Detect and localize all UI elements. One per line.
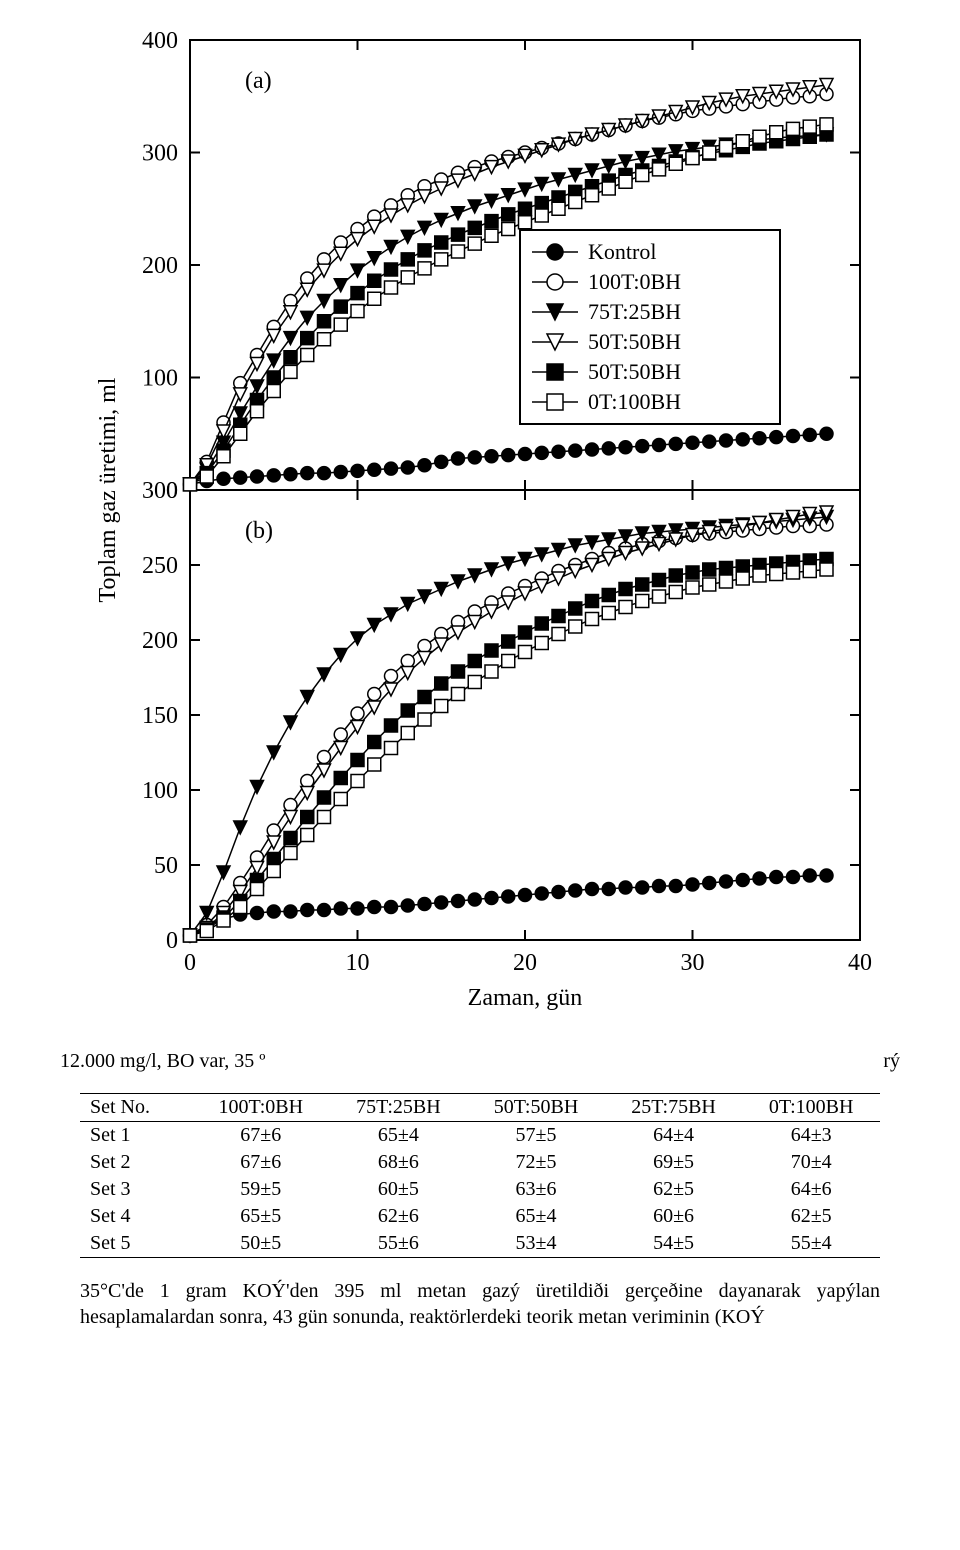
svg-text:0T:100BH: 0T:100BH (588, 389, 681, 414)
table-cell: 65±4 (330, 1122, 468, 1150)
table-row: Set 550±555±653±454±555±4 (80, 1230, 880, 1258)
svg-text:100: 100 (142, 778, 178, 804)
table-row: Set 267±668±672±569±570±4 (80, 1149, 880, 1176)
svg-text:100: 100 (142, 366, 178, 392)
svg-text:200: 200 (142, 628, 178, 654)
table-cell: 70±4 (742, 1149, 880, 1176)
table-cell: 64±6 (742, 1176, 880, 1203)
table-cell: 64±3 (742, 1122, 880, 1150)
table-cell: 69±5 (605, 1149, 743, 1176)
data-table: Set No.100T:0BH75T:25BH50T:50BH25T:75BH0… (80, 1093, 880, 1258)
table-cell: 64±4 (605, 1122, 743, 1150)
table-header: 75T:25BH (330, 1094, 468, 1122)
table-header: Set No. (80, 1094, 192, 1122)
table-cell: 65±4 (467, 1203, 605, 1230)
table-cell: 65±5 (192, 1203, 330, 1230)
svg-text:400: 400 (142, 28, 178, 54)
table-cell: Set 3 (80, 1176, 192, 1203)
svg-text:0: 0 (184, 950, 196, 976)
table-header: 100T:0BH (192, 1094, 330, 1122)
table-header: 25T:75BH (605, 1094, 743, 1122)
svg-text:75T:25BH: 75T:25BH (588, 299, 681, 324)
svg-text:Kontrol: Kontrol (588, 239, 656, 264)
svg-text:0: 0 (166, 928, 178, 954)
table-cell: 67±6 (192, 1149, 330, 1176)
body-paragraph: 35°C'de 1 gram KOÝ'den 395 ml metan gazý… (80, 1278, 880, 1330)
svg-text:100T:0BH: 100T:0BH (588, 269, 681, 294)
table-row: Set 359±560±563±662±564±6 (80, 1176, 880, 1203)
caption-row: 12.000 mg/l, BO var, 35 º rý (60, 1050, 900, 1073)
table-cell: 54±5 (605, 1230, 743, 1258)
table-row: Set 167±665±457±564±464±3 (80, 1122, 880, 1150)
svg-text:150: 150 (142, 703, 178, 729)
table-cell: 50±5 (192, 1230, 330, 1258)
svg-text:250: 250 (142, 553, 178, 579)
table-cell: 62±5 (742, 1203, 880, 1230)
table-cell: Set 5 (80, 1230, 192, 1258)
table-cell: 59±5 (192, 1176, 330, 1203)
svg-text:Toplam gaz üretimi, ml: Toplam gaz üretimi, ml (95, 377, 121, 602)
table-cell: 55±4 (742, 1230, 880, 1258)
svg-text:(a): (a) (245, 68, 272, 94)
table-cell: 60±5 (330, 1176, 468, 1203)
gas-production-chart: 0100200300400050100150200250300010203040… (70, 20, 890, 1020)
caption-left: 12.000 mg/l, BO var, 35 º (60, 1050, 265, 1073)
table-cell: 67±6 (192, 1122, 330, 1150)
table-cell: Set 1 (80, 1122, 192, 1150)
svg-text:50T:50BH: 50T:50BH (588, 359, 681, 384)
table-cell: 68±6 (330, 1149, 468, 1176)
svg-text:Zaman, gün: Zaman, gün (468, 985, 583, 1011)
svg-text:40: 40 (848, 950, 872, 976)
table-cell: 57±5 (467, 1122, 605, 1150)
table-cell: 72±5 (467, 1149, 605, 1176)
chart-panel: 0100200300400050100150200250300010203040… (40, 20, 920, 1020)
svg-text:10: 10 (346, 950, 370, 976)
table-cell: 62±6 (330, 1203, 468, 1230)
svg-text:30: 30 (681, 950, 705, 976)
table-row: Set 465±562±665±460±662±5 (80, 1203, 880, 1230)
svg-text:(b): (b) (245, 518, 273, 544)
svg-text:20: 20 (513, 950, 537, 976)
table-header: 0T:100BH (742, 1094, 880, 1122)
table-cell: 53±4 (467, 1230, 605, 1258)
svg-text:300: 300 (142, 478, 178, 504)
svg-text:200: 200 (142, 253, 178, 279)
caption-right: rý (883, 1050, 900, 1073)
table-cell: 62±5 (605, 1176, 743, 1203)
svg-text:300: 300 (142, 141, 178, 167)
table-cell: Set 4 (80, 1203, 192, 1230)
table-cell: Set 2 (80, 1149, 192, 1176)
svg-text:50T:50BH: 50T:50BH (588, 329, 681, 354)
svg-text:50: 50 (154, 853, 178, 879)
table-cell: 63±6 (467, 1176, 605, 1203)
table-cell: 60±6 (605, 1203, 743, 1230)
table-cell: 55±6 (330, 1230, 468, 1258)
table-header: 50T:50BH (467, 1094, 605, 1122)
